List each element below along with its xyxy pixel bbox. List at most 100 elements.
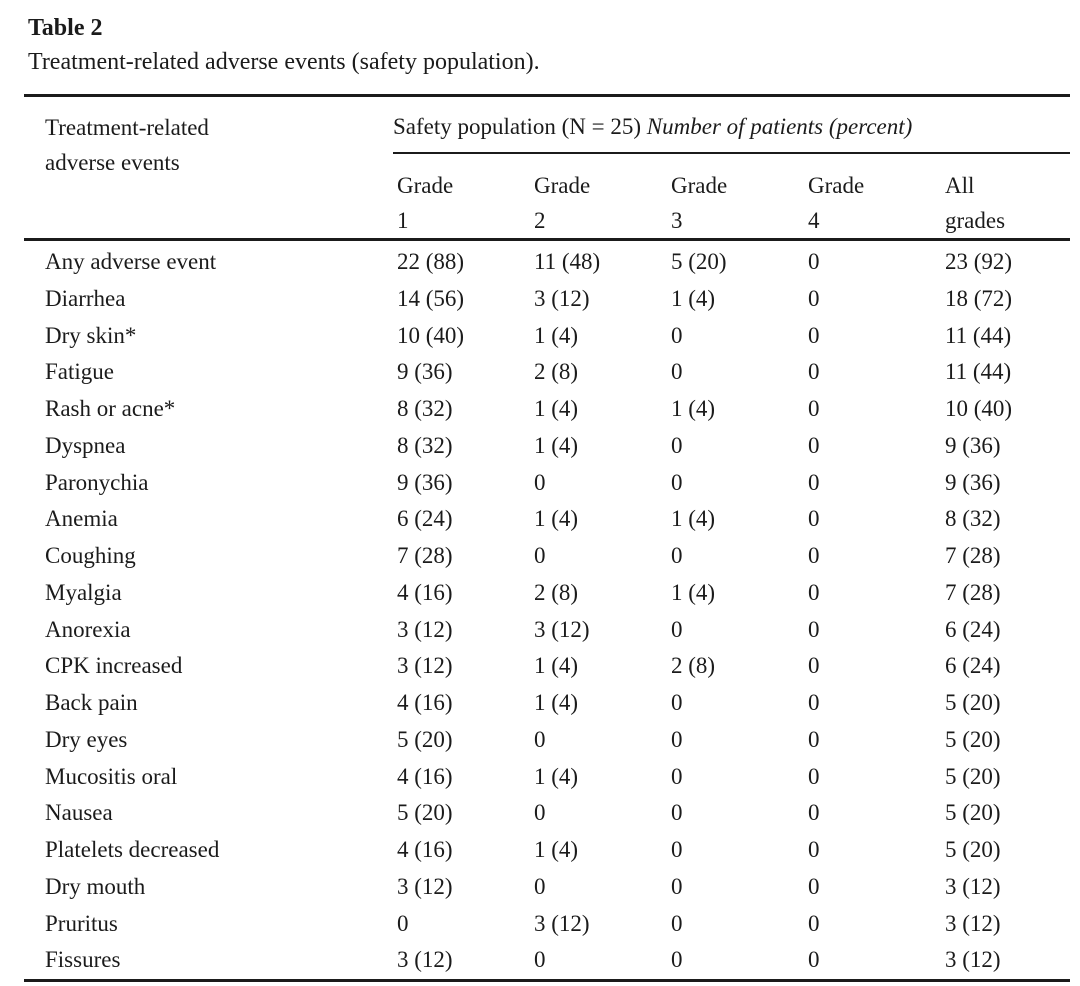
value-cell: 5 (20) — [945, 800, 1001, 826]
value-cell: 0 — [671, 947, 683, 973]
value-cell: 3 (12) — [397, 616, 453, 642]
event-name-cell: Myalgia — [45, 579, 122, 605]
column-header-grade4: Grade 4 — [804, 153, 941, 241]
value-cell: 4 (16) — [397, 837, 453, 862]
value-cell: 0 — [808, 396, 820, 421]
table-row: Anemia 6 (24) 1 (4) 1 (4) 0 8 (32) — [24, 501, 1070, 538]
value-cell: 3 (12) — [945, 873, 1001, 899]
value-cell: 3 (12) — [534, 285, 590, 311]
value-cell: 0 — [808, 800, 820, 826]
value-cell: 11 (48) — [534, 249, 601, 274]
value-cell: 3 (12) — [945, 947, 1001, 973]
event-name-cell: Rash or acne* — [45, 396, 176, 421]
event-name-cell: Diarrhea — [45, 285, 126, 311]
value-cell: 18 (72) — [945, 285, 1013, 311]
value-cell: 0 — [671, 616, 683, 642]
value-cell: 23 (92) — [945, 249, 1013, 274]
value-cell: 0 — [534, 800, 546, 826]
value-cell: 2 (8) — [534, 579, 579, 605]
column-header-all-grades: All grades — [941, 153, 1071, 241]
table-row: Myalgia 4 (16) 2 (8) 1 (4) 0 7 (28) — [24, 575, 1070, 612]
value-cell: 5 (20) — [945, 763, 1001, 789]
grade-header-row: Grade 1 Grade 2 Grade 3 Grade 4 All gr — [24, 153, 1071, 241]
table-row: Fissures 3 (12) 0 0 0 3 (12) — [24, 942, 1070, 980]
event-name-cell: Paronychia — [45, 469, 149, 495]
span-header-row: Treatment-related adverse events Safety … — [24, 95, 1071, 241]
value-cell: 8 (32) — [945, 506, 1001, 532]
column-header-label: Grade — [397, 173, 454, 198]
value-cell: 5 (20) — [945, 690, 1001, 715]
table-row: Dry skin* 10 (40) 1 (4) 0 0 11 (44) — [24, 318, 1070, 355]
value-cell: 22 (88) — [397, 249, 465, 274]
event-name-cell: Dyspnea — [45, 432, 126, 458]
value-cell: 0 — [671, 800, 683, 826]
column-header-label: grades — [945, 208, 1006, 233]
value-cell: 1 (4) — [534, 432, 579, 458]
value-cell: 1 (4) — [534, 506, 579, 532]
value-cell: 6 (24) — [945, 616, 1001, 642]
span-header-italic: Number of patients (percent) — [646, 114, 913, 139]
column-header-grade3: Grade 3 — [667, 153, 804, 241]
value-cell: 0 — [808, 469, 820, 495]
value-cell: 1 (4) — [671, 506, 716, 532]
value-cell: 8 (32) — [397, 396, 453, 421]
value-cell: 0 — [808, 910, 820, 936]
value-cell: 0 — [808, 763, 820, 789]
value-cell: 1 (4) — [534, 690, 579, 715]
value-cell: 4 (16) — [397, 579, 453, 605]
value-cell: 0 — [534, 873, 546, 899]
table-row: Fatigue 9 (36) 2 (8) 0 0 11 (44) — [24, 354, 1070, 391]
value-cell: 3 (12) — [397, 873, 453, 899]
value-cell: 5 (20) — [945, 837, 1001, 862]
value-cell: 1 (4) — [534, 763, 579, 789]
table-row: Dyspnea 8 (32) 1 (4) 0 0 9 (36) — [24, 428, 1070, 465]
event-name-cell: Platelets decreased — [45, 837, 220, 862]
table-row: Diarrhea 14 (56) 3 (12) 1 (4) 0 18 (72) — [24, 281, 1070, 318]
value-cell: 0 — [671, 469, 683, 495]
value-cell: 0 — [808, 432, 820, 458]
value-cell: 5 (20) — [671, 249, 727, 274]
value-cell: 2 (8) — [534, 359, 579, 385]
value-cell: 0 — [671, 726, 683, 752]
event-name-cell: Dry skin* — [45, 322, 137, 348]
value-cell: 11 (44) — [945, 322, 1012, 348]
table-row: Platelets decreased 4 (16) 1 (4) 0 0 5 (20) — [24, 832, 1070, 869]
column-header-label: 4 — [808, 208, 820, 233]
table-row: Mucositis oral 4 (16) 1 (4) 0 0 5 (20) — [24, 759, 1070, 796]
value-cell: 0 — [671, 837, 683, 862]
value-cell: 10 (40) — [945, 396, 1013, 421]
table-caption: Treatment-related adverse events (safety… — [28, 49, 540, 75]
event-name-cell: Dry eyes — [45, 726, 128, 752]
value-cell: 1 (4) — [534, 396, 579, 421]
value-cell: 0 — [808, 616, 820, 642]
row-header-cell: Treatment-related adverse events — [24, 95, 393, 241]
column-header-label: Grade — [534, 173, 591, 198]
value-cell: 0 — [671, 690, 683, 715]
row-header-line1: Treatment-related — [45, 115, 209, 140]
value-cell: 14 (56) — [397, 285, 465, 311]
event-name-cell: Anorexia — [45, 616, 131, 642]
table-row: Dry mouth 3 (12) 0 0 0 3 (12) — [24, 869, 1070, 906]
value-cell: 3 (12) — [945, 910, 1001, 936]
value-cell: 6 (24) — [945, 653, 1001, 679]
value-cell: 0 — [808, 837, 820, 862]
value-cell: 0 — [671, 543, 683, 568]
value-cell: 0 — [808, 873, 820, 899]
event-name-cell: Nausea — [45, 800, 113, 826]
table-row: Back pain 4 (16) 1 (4) 0 0 5 (20) — [24, 685, 1070, 722]
column-header-label: 1 — [397, 208, 409, 233]
value-cell: 1 (4) — [534, 653, 579, 679]
value-cell: 7 (28) — [945, 543, 1001, 568]
value-cell: 3 (12) — [534, 910, 590, 936]
value-cell: 4 (16) — [397, 690, 453, 715]
event-name-cell: Pruritus — [45, 910, 118, 936]
value-cell: 0 — [534, 469, 546, 495]
value-cell: 0 — [671, 322, 683, 348]
column-header-label: 2 — [534, 208, 546, 233]
value-cell: 5 (20) — [397, 800, 453, 826]
value-cell: 0 — [808, 653, 820, 679]
event-name-cell: Fatigue — [45, 359, 114, 385]
value-cell: 0 — [534, 543, 546, 568]
value-cell: 0 — [808, 359, 820, 385]
